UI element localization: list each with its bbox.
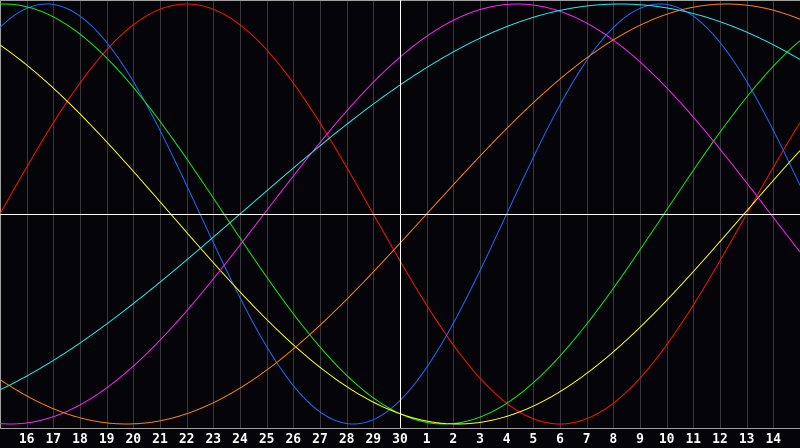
x-tick-label: 2 xyxy=(449,432,457,447)
x-tick-label: 27 xyxy=(312,432,328,447)
x-tick-label: 12 xyxy=(712,432,728,447)
x-tick-label: 23 xyxy=(205,432,221,447)
x-tick-label: 19 xyxy=(99,432,115,447)
x-tick-label: 4 xyxy=(503,432,511,447)
x-tick-label: 1 xyxy=(423,432,431,447)
x-tick-label: 17 xyxy=(45,432,61,447)
x-tick-label: 22 xyxy=(179,432,195,447)
x-tick-label: 9 xyxy=(636,432,644,447)
x-tick-label: 25 xyxy=(259,432,275,447)
x-tick-label: 10 xyxy=(659,432,675,447)
x-tick-label: 26 xyxy=(285,432,301,447)
x-tick-label: 14 xyxy=(765,432,781,447)
axis-markers xyxy=(0,0,800,428)
x-tick-label: 6 xyxy=(556,432,564,447)
x-tick-label: 11 xyxy=(685,432,701,447)
x-tick-label: 3 xyxy=(476,432,484,447)
x-tick-label: 5 xyxy=(529,432,537,447)
x-tick-label: 24 xyxy=(232,432,248,447)
x-tick-label: 7 xyxy=(583,432,591,447)
x-tick-label: 20 xyxy=(125,432,141,447)
x-tick-label: 13 xyxy=(739,432,755,447)
x-tick-label: 21 xyxy=(152,432,168,447)
x-tick-label: 8 xyxy=(609,432,617,447)
x-tick-label: 16 xyxy=(19,432,35,447)
x-tick-label: 28 xyxy=(339,432,355,447)
x-tick-label: 29 xyxy=(365,432,381,447)
x-tick-label: 30 xyxy=(392,432,408,447)
x-tick-labels: 16 17 18 19 20 21 22 23 24 25 26 27 28 29 30 1 2 3 4 5 6 7 8 9 1… xyxy=(19,432,781,447)
x-tick-label: 18 xyxy=(72,432,88,447)
